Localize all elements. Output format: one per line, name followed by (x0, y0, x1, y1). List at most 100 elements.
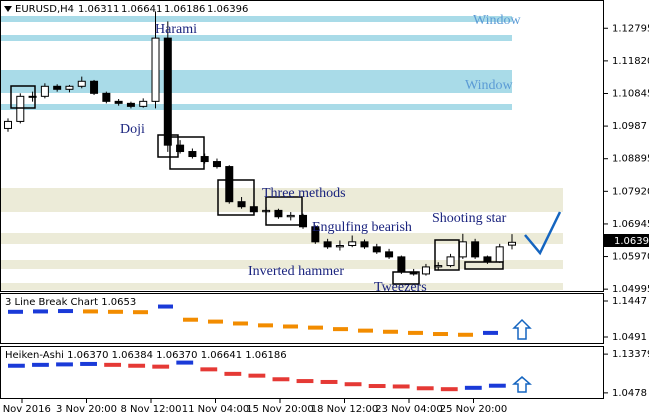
y-tick-label: 1.12795 (612, 23, 649, 34)
x-tick-label: 3 Nov 20:00 (56, 404, 117, 415)
candle-body (385, 251, 394, 258)
check-mark (524, 211, 562, 256)
candle-body (323, 241, 332, 248)
x-tick-label: 25 Nov 20:00 (440, 404, 507, 415)
current-price: 1.06396 (614, 236, 649, 247)
heiken-ashi-bar (128, 363, 146, 368)
line-break-block (133, 310, 148, 315)
line-break-block (108, 309, 123, 314)
annotation: Window (465, 78, 514, 93)
line-break-block (58, 309, 73, 314)
y-tick-label: 1.11820 (612, 56, 649, 67)
candle-body (237, 201, 246, 208)
candle-body (225, 166, 234, 203)
heiken-ashi-bar (392, 384, 410, 389)
panel-title: 3 Line Break Chart 1.0653 (5, 297, 136, 308)
x-tick-label: 1 Nov 2016 (0, 404, 51, 415)
header-close: 1.06396 (207, 4, 248, 15)
line-break-block (83, 309, 98, 314)
zone (0, 283, 563, 290)
zone (0, 35, 512, 41)
candle-body (90, 80, 99, 94)
line-break-block (433, 332, 448, 337)
panel-3 (0, 346, 604, 399)
line-break-block (383, 329, 398, 334)
pattern-boxes (10, 85, 504, 285)
line-break-block (458, 332, 473, 337)
candle-body (508, 241, 516, 246)
candle-body (77, 80, 86, 87)
candle-body (4, 120, 12, 129)
candle-body (53, 85, 62, 90)
heiken-ashi-bar (272, 377, 290, 382)
x-tick-label: 11 Nov 04:00 (182, 404, 249, 415)
zone (0, 233, 563, 244)
candle-body (163, 37, 172, 146)
annotation: Shooting star (432, 211, 507, 226)
y-tick-label: 1.10845 (612, 88, 649, 99)
candle-body (28, 95, 37, 98)
candle-body (495, 246, 504, 263)
candle-body (212, 161, 221, 168)
heiken-ashi-bar (8, 363, 25, 368)
line-break-block (233, 321, 248, 326)
line-break-block (258, 323, 273, 328)
x-tick-label: 15 Nov 20:00 (246, 404, 313, 415)
y-tick-label: 1.0987 (612, 121, 647, 132)
heiken-ashi-bar (56, 362, 73, 367)
x-tick-label: 8 Nov 12:00 (120, 404, 181, 415)
candle-body (446, 256, 455, 267)
heiken-ashi-bar (344, 382, 362, 387)
line-break-block (33, 309, 48, 314)
y-tick-label: 1.13379 (612, 349, 649, 360)
y-tick-label: 1.05970 (612, 252, 649, 263)
y-tick-label: 1.06945 (612, 219, 649, 230)
line-break-block (208, 319, 223, 324)
line-break-block (358, 328, 373, 333)
annotation: Doji (120, 122, 145, 137)
candle-body (139, 100, 148, 107)
heiken-ashi-bar (416, 386, 434, 391)
line-break-block (308, 325, 323, 330)
heiken-ashi-bar (200, 367, 218, 372)
y-tick-label: 1.1447 (612, 296, 647, 307)
candle-body (421, 266, 430, 275)
candle-body (151, 37, 160, 102)
line-break-block (158, 304, 173, 309)
heiken-ashi-bar (224, 371, 242, 376)
annotation: Three methods (262, 186, 346, 201)
candle-body (348, 241, 357, 247)
candle-body (372, 246, 381, 253)
y-tick-label: 1.04995 (612, 284, 649, 295)
candle-body (458, 241, 467, 258)
heiken-ashi-bar (104, 362, 122, 367)
candle-body (102, 92, 111, 102)
heiken-ashi-bar (368, 384, 386, 389)
candle-body (299, 214, 308, 228)
y-tick-label: 1.08895 (612, 154, 649, 165)
candle-body (188, 151, 197, 158)
header-low: 1.06186 (164, 4, 205, 15)
price-tag (604, 234, 649, 247)
candle-body (471, 241, 480, 258)
heiken-ashi-bar (80, 361, 97, 366)
main-panel (0, 0, 604, 292)
line-break-block (8, 309, 23, 314)
heiken-ashi-bar (320, 379, 338, 384)
candle-body (360, 241, 369, 248)
candle-body (311, 226, 320, 243)
annotation: Harami (155, 22, 197, 37)
heiken-ashi-bar (440, 387, 458, 392)
y-tick-label: 1.07920 (612, 186, 649, 197)
up-arrow (512, 318, 532, 340)
candle-body (126, 102, 135, 107)
heiken-ashi-bar (488, 383, 506, 388)
line-break-block (283, 324, 298, 329)
header-open: 1.06311 (78, 4, 119, 15)
zone (0, 70, 512, 93)
annotation: Tweezers (374, 280, 427, 295)
heiken-ashi-bar (296, 379, 314, 384)
line-break-block (483, 330, 498, 335)
candle-body (176, 144, 185, 153)
x-tick-label: 23 Nov 04:00 (375, 404, 442, 415)
